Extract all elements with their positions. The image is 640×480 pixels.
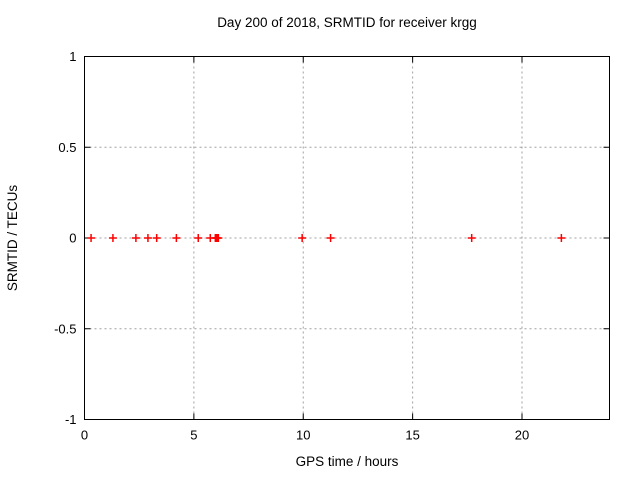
x-axis-label: GPS time / hours <box>296 454 399 469</box>
y-tick-label: 1 <box>69 49 76 64</box>
x-tick-label: 5 <box>190 428 197 443</box>
y-tick-label: -0.5 <box>54 321 76 336</box>
y-tick-label: 0 <box>69 231 76 246</box>
y-tick-label: -1 <box>65 412 77 427</box>
x-tick-label: 10 <box>296 428 310 443</box>
x-tick-label: 15 <box>405 428 419 443</box>
y-tick-label: 0.5 <box>58 140 76 155</box>
x-tick-label: 0 <box>81 428 88 443</box>
x-tick-label: 20 <box>515 428 529 443</box>
plot-area: 0 5 10 15 20 -1 -0.5 0 0.5 1 <box>54 49 610 443</box>
chart-title: Day 200 of 2018, SRMTID for receiver krg… <box>217 15 477 30</box>
y-axis-label: SRMTID / TECUs <box>5 185 20 292</box>
